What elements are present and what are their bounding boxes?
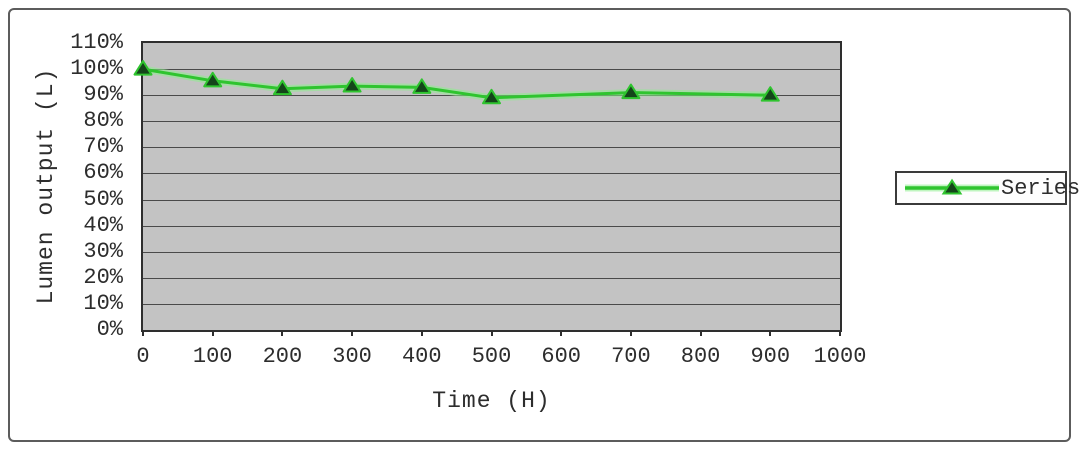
y-tick-label: 50% bbox=[83, 186, 123, 212]
gridline-50 bbox=[143, 199, 840, 201]
x-axis-tick-labels: 0 100 200 300 400 500 600 700 800 900 1000 bbox=[136, 330, 866, 390]
x-tick-label: 100 bbox=[192, 344, 233, 369]
data-point-marker-700 bbox=[621, 83, 641, 100]
y-tick-label: 20% bbox=[83, 264, 123, 290]
plot-area bbox=[133, 41, 842, 332]
x-tick-mark bbox=[142, 330, 144, 336]
x-tick-mark bbox=[560, 330, 563, 336]
x-tick-label: 300 bbox=[332, 344, 372, 369]
x-tick-label: 900 bbox=[750, 344, 791, 369]
y-tick-label: 90% bbox=[83, 82, 123, 108]
x-tick-mark bbox=[629, 330, 632, 336]
gridline-20 bbox=[143, 277, 840, 279]
x-tick-mark bbox=[490, 330, 493, 336]
gridline-70 bbox=[143, 147, 840, 149]
gridline-10 bbox=[143, 303, 840, 305]
x-tick-label: 200 bbox=[262, 344, 303, 369]
gridline-60 bbox=[143, 173, 840, 175]
y-tick-label: 70% bbox=[83, 134, 123, 160]
x-tick-mark bbox=[351, 330, 354, 336]
x-axis-title: Time (H) bbox=[432, 388, 551, 414]
gridline-40 bbox=[143, 225, 840, 227]
x-tick-label: 700 bbox=[611, 344, 651, 369]
x-tick-label: 800 bbox=[680, 344, 721, 369]
x-tick-mark bbox=[839, 330, 841, 336]
data-point-marker-100 bbox=[203, 71, 223, 88]
data-point-marker-300 bbox=[342, 77, 362, 93]
y-tick-label: 80% bbox=[83, 108, 123, 134]
x-tick-label: 600 bbox=[541, 344, 581, 369]
data-point-marker-0 bbox=[133, 60, 153, 76]
legend-line-sample bbox=[905, 178, 999, 195]
y-tick-label: 100% bbox=[70, 56, 123, 82]
x-tick-mark bbox=[211, 330, 214, 336]
x-tick-mark bbox=[420, 330, 423, 336]
y-tick-label: 110% bbox=[70, 30, 123, 55]
gridline-30 bbox=[143, 251, 840, 253]
gridline-100 bbox=[143, 69, 840, 71]
x-tick-mark bbox=[281, 330, 284, 336]
y-axis-tick-labels: 110% 100% 90% 80% 70% 60% 50% 40% 30% 20% 10% 0% bbox=[0, 30, 131, 342]
y-tick-label: 0% bbox=[96, 317, 123, 342]
x-tick-label: 400 bbox=[401, 344, 442, 369]
x-tick-label: 500 bbox=[471, 344, 512, 369]
data-point-marker-200 bbox=[272, 79, 292, 96]
legend-label: Series1 bbox=[1001, 175, 1080, 201]
x-tick-label: 1000 bbox=[813, 344, 867, 369]
legend: Series1 bbox=[895, 171, 1080, 205]
data-point-marker-500 bbox=[482, 88, 501, 105]
y-tick-label: 30% bbox=[83, 238, 123, 264]
data-point-marker-900 bbox=[760, 86, 780, 102]
gridline-80 bbox=[143, 121, 840, 123]
y-tick-label: 10% bbox=[83, 290, 123, 316]
x-tick-label: 0 bbox=[136, 344, 150, 369]
x-tick-mark bbox=[769, 330, 772, 336]
data-point-marker-400 bbox=[412, 78, 432, 94]
x-tick-mark bbox=[699, 330, 702, 336]
series1-line bbox=[133, 60, 780, 105]
y-tick-label: 40% bbox=[83, 212, 123, 238]
legend-marker-icon bbox=[941, 178, 963, 195]
y-tick-label: 60% bbox=[83, 160, 123, 186]
series-line bbox=[142, 67, 771, 100]
